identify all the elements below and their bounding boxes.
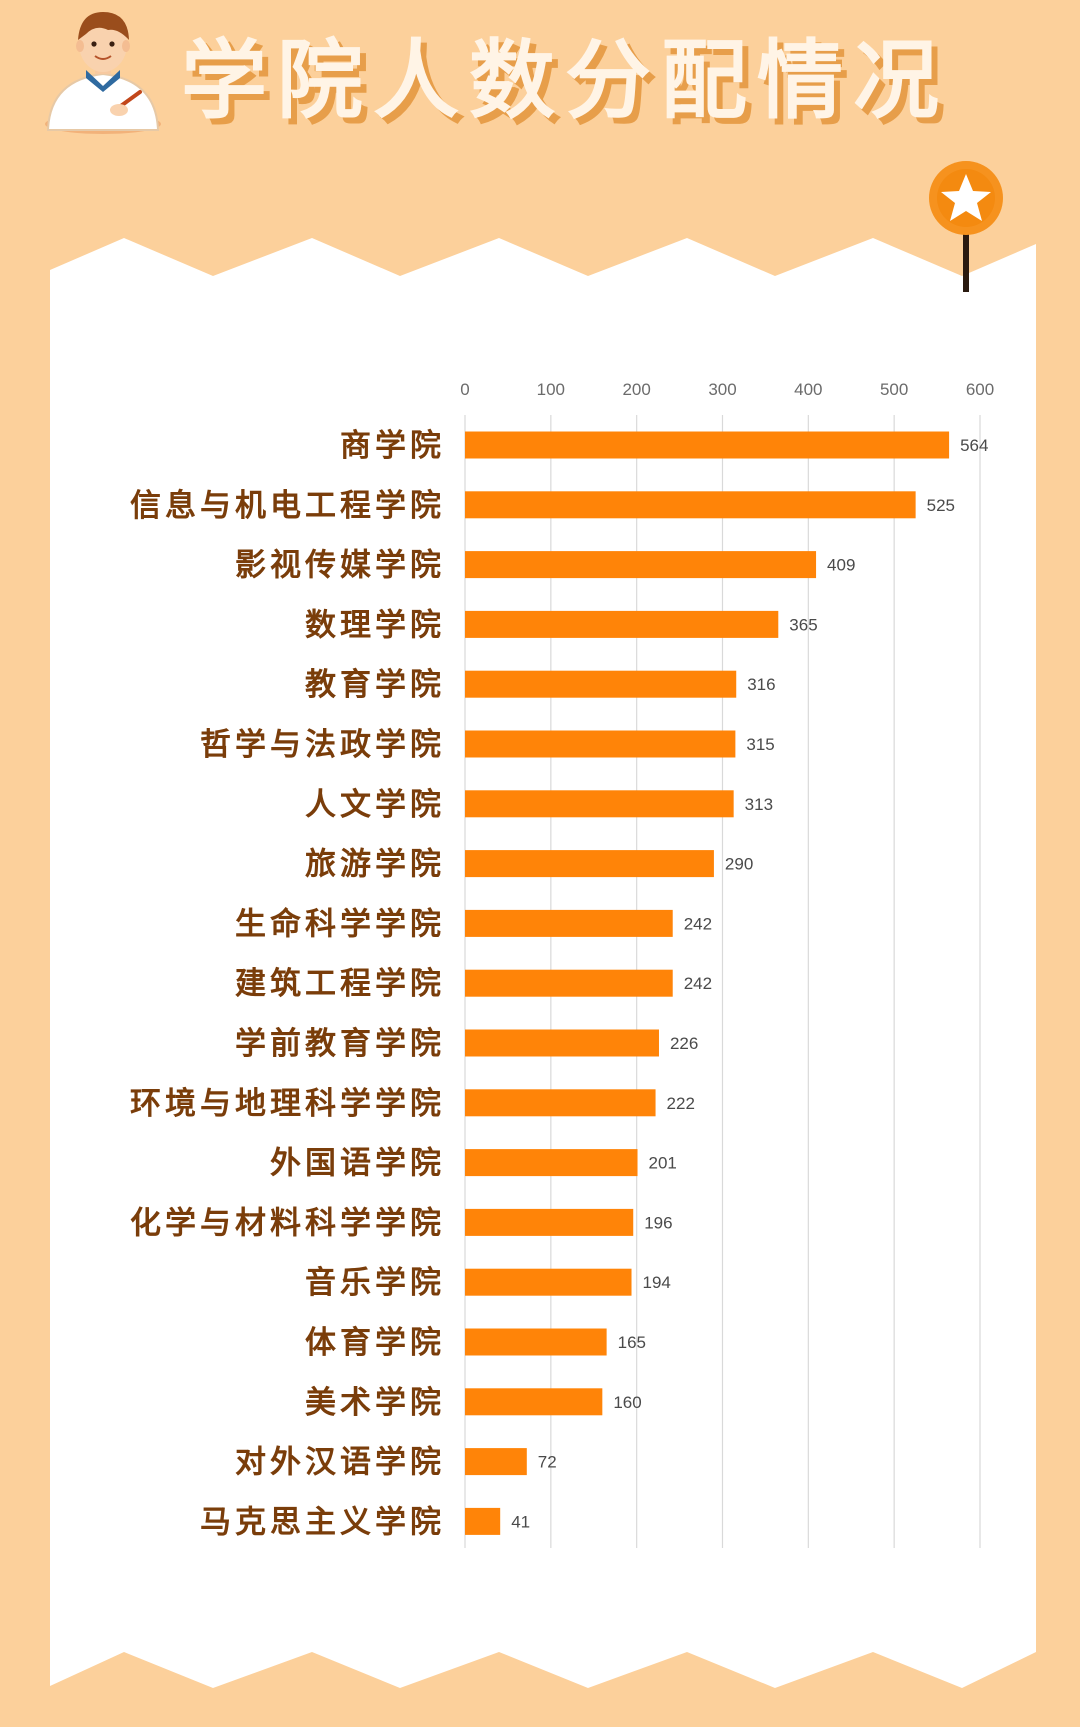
category-label: 生命科学学院: [235, 906, 445, 942]
bar: [465, 670, 737, 698]
data-label: 242: [684, 914, 712, 933]
category-label: 音乐学院: [305, 1265, 445, 1301]
category-label: 马克思主义学院: [200, 1504, 445, 1540]
data-label: 41: [511, 1512, 530, 1531]
x-tick-label: 100: [537, 380, 565, 399]
page-title-group: 学院人数分配情况 学院人数分配情况: [181, 31, 955, 137]
bar: [465, 551, 817, 579]
data-label: 525: [927, 496, 955, 515]
category-label: 商学院: [340, 428, 445, 464]
data-label: 365: [789, 615, 817, 634]
data-label: 201: [649, 1154, 677, 1173]
bar: [465, 790, 734, 818]
x-tick-label: 0: [460, 380, 469, 399]
category-label: 建筑工程学院: [235, 966, 445, 1002]
star-badge-icon: [929, 161, 1003, 292]
x-tick-label: 600: [966, 380, 994, 399]
category-label: 对外汉语学院: [235, 1445, 445, 1481]
x-tick-label: 300: [708, 380, 736, 399]
category-label: 教育学院: [305, 667, 445, 703]
data-label: 313: [745, 795, 773, 814]
data-label: 165: [618, 1333, 646, 1352]
page-title: 学院人数分配情况: [181, 31, 949, 131]
category-label: 旅游学院: [305, 847, 445, 883]
bar: [465, 1448, 527, 1476]
category-label: 学前教育学院: [235, 1026, 445, 1062]
bar: [465, 1268, 632, 1296]
category-label: 人文学院: [305, 787, 445, 823]
data-label: 72: [538, 1453, 557, 1472]
category-label: 信息与机电工程学院: [130, 488, 445, 524]
data-label: 564: [960, 436, 988, 455]
data-label: 316: [747, 675, 775, 694]
page-title-shadow: 学院人数分配情况: [187, 37, 955, 137]
student-avatar-icon: [45, 12, 161, 134]
bar: [465, 969, 673, 997]
data-label: 242: [684, 974, 712, 993]
data-label: 160: [613, 1393, 641, 1412]
x-tick-label: 500: [880, 380, 908, 399]
x-tick-label: 400: [794, 380, 822, 399]
bar: [465, 1507, 501, 1535]
category-label: 数理学院: [305, 607, 445, 643]
data-label: 194: [643, 1273, 671, 1292]
bar: [465, 1388, 603, 1416]
category-label: 哲学与法政学院: [200, 727, 445, 763]
bar: [465, 1208, 634, 1236]
category-label: 体育学院: [305, 1325, 445, 1361]
category-label: 环境与地理科学学院: [130, 1086, 445, 1122]
bar: [465, 730, 736, 758]
data-label: 196: [644, 1213, 672, 1232]
bar: [465, 431, 950, 459]
x-tick-label: 200: [622, 380, 650, 399]
category-label: 化学与材料科学学院: [130, 1205, 445, 1241]
bar-chart: 0 100 200 300 400 500 600 商学院 564 信息与机电工程学院 525 影视传…: [130, 380, 994, 1548]
chart-panel: [50, 238, 1036, 1688]
category-label: 影视传媒学院: [235, 548, 445, 584]
bar: [465, 850, 714, 878]
bar: [465, 1328, 607, 1356]
category-label: 美术学院: [305, 1385, 445, 1421]
bar: [465, 1029, 659, 1057]
data-label: 315: [746, 735, 774, 754]
data-label: 290: [725, 855, 753, 874]
category-label: 外国语学院: [270, 1146, 445, 1182]
bar: [465, 1089, 656, 1117]
bar: [465, 491, 916, 519]
data-label: 409: [827, 556, 855, 575]
data-label: 226: [670, 1034, 698, 1053]
bar: [465, 909, 673, 937]
data-label: 222: [667, 1094, 695, 1113]
bar: [465, 610, 779, 638]
bar: [465, 1149, 638, 1177]
